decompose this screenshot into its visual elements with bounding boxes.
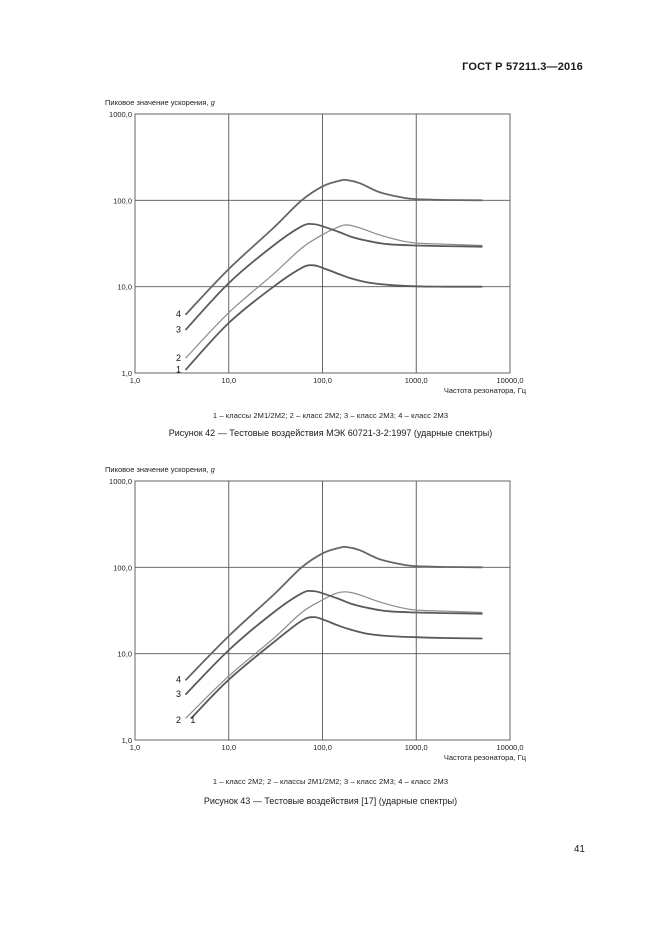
plot-frame [134,113,511,374]
x-tick-label: 1000,0 [405,376,428,385]
document-header: ГОСТ Р 57211.3—2016 [462,61,583,73]
series-label-4: 4 [176,675,181,685]
series-line-3 [185,222,483,331]
x-tick-label: 10000,0 [496,743,523,752]
figure-43-caption: Рисунок 43 — Тестовые воздействия [17] (… [203,796,458,806]
figure-42-legend: 1 – классы 2М1/2М2; 2 – класс 2М2; 3 – к… [212,411,449,420]
y-tick-label: 1000,0 [109,477,132,486]
y-tick-label: 1,0 [122,369,132,378]
series-line-1 [185,264,483,371]
series-label-3: 3 [176,689,181,699]
figure-42-ylabel-symbol: g [210,98,215,107]
series-label-2: 2 [176,715,181,725]
x-tick-label: 1,0 [130,376,140,385]
figure-42-chart: 1,0 10,0 100,0 1000,0 1,0 10,0 100,0 1000,0 1000… [109,110,527,395]
x-tick-label: 100,0 [313,743,332,752]
x-tick-label: 100,0 [313,376,332,385]
series-line-1 [190,616,483,719]
series-line-2 [185,224,483,359]
x-axis-label: Частота резонатора, Гц [444,753,527,762]
figure-42-ylabel-text: Пиковое значение ускорения, [105,98,211,107]
series-line-4 [185,545,483,681]
plot-frame [134,480,511,741]
x-tick-label: 10,0 [221,376,236,385]
figure-43-chart: 1,0 10,0 100,0 1000,0 1,0 10,0 100,0 1000,0 1000… [109,477,527,762]
y-tick-label: 100,0 [113,196,132,205]
figure-43-ylabel-text: Пиковое значение ускорения, [105,465,211,474]
series-label-3: 3 [176,324,181,334]
series-label-1: 1 [190,715,195,725]
x-tick-label: 1000,0 [405,743,428,752]
y-tick-label: 10,0 [117,650,132,659]
x-tick-label: 1,0 [130,743,140,752]
series-line-4 [185,178,483,316]
series-label-1: 1 [176,364,181,374]
figure-43-ylabel: Пиковое значение ускорения, g [105,465,215,474]
figure-42-ylabel: Пиковое значение ускорения, g [105,98,215,107]
series-label-2: 2 [176,353,181,363]
series-label-4: 4 [176,309,181,319]
y-tick-label: 1,0 [122,736,132,745]
y-tick-label: 10,0 [117,283,132,292]
series-line-2 [185,591,483,719]
y-tick-label: 1000,0 [109,110,132,119]
figure-42-caption: Рисунок 42 — Тестовые воздействия МЭК 60… [168,428,493,438]
figure-43-ylabel-symbol: g [210,465,215,474]
y-tick-label: 100,0 [113,563,132,572]
series-line-3 [185,589,483,695]
x-tick-label: 10000,0 [496,376,523,385]
figure-43-legend: 1 – класс 2М2; 2 – классы 2М1/2М2; 3 – к… [212,777,449,786]
x-tick-label: 10,0 [221,743,236,752]
page-number: 41 [573,844,585,855]
x-axis-label: Частота резонатора, Гц [444,386,527,395]
